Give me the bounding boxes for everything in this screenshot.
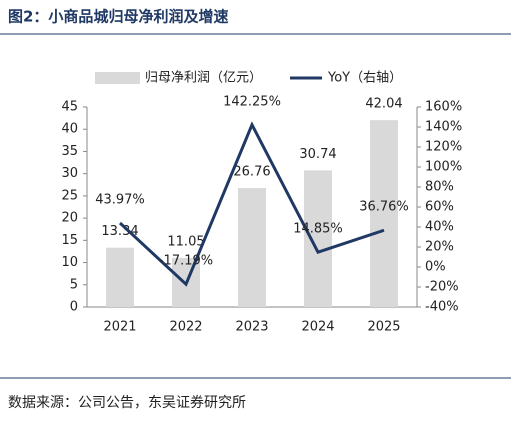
y-tick-label: 0 [70,300,78,315]
y-tick-label: 10 [61,255,78,270]
y-tick-label: 5 [70,277,78,292]
line-value-label: 36.76% [359,200,409,215]
bar-value-label: 42.04 [365,97,402,112]
y2-tick-label: 20% [425,240,454,255]
bar-value-label: 26.76 [233,165,270,180]
y-tick-label: 45 [61,100,78,115]
y2-tick-label: 40% [425,220,454,235]
x-tick-label: 2024 [301,320,334,335]
y2-tick-label: -40% [425,300,459,315]
bar [304,170,332,307]
line-value-label: 142.25% [223,94,281,109]
y2-tick-label: 100% [425,160,462,175]
bar [238,188,266,307]
y-tick-label: 30 [61,166,78,181]
x-tick-label: 2021 [103,320,136,335]
source: 数据来源：公司公告，东吴证券研究所 [8,395,246,411]
x-tick-label: 2023 [235,320,268,335]
y2-tick-label: 160% [425,100,462,115]
y-tick-label: 40 [61,122,78,137]
legend-swatch [95,72,140,84]
bar [370,120,398,308]
y2-tick-label: -20% [425,280,459,295]
bar-value-label: 11.05 [167,234,204,249]
line-value-label: 43.97% [95,193,145,208]
line-value-label: 14.85% [293,222,343,237]
line [118,121,385,287]
bar [106,247,134,307]
bar-value-label: 30.74 [299,147,336,162]
y2-tick-label: 120% [425,140,462,155]
y-tick-label: 15 [61,233,78,248]
legend-label: YoY（右轴） [327,71,402,86]
y2-tick-label: 140% [425,120,462,135]
y2-tick-label: 80% [425,180,454,195]
x-tick-label: 2025 [367,320,400,335]
line-value-label: -17.19% [159,254,213,269]
legend-label: 归母净利润（亿元） [145,71,262,86]
bar-value-label: 13.34 [101,224,138,239]
y-tick-label: 25 [61,188,78,203]
x-tick-label: 2022 [169,320,202,335]
y-tick-label: 20 [61,211,78,226]
chart-title: 图2：小商品城归母净利润及增速 [8,8,228,26]
y2-tick-label: 0% [425,260,446,275]
y-tick-label: 35 [61,144,78,159]
y2-tick-label: 60% [425,200,454,215]
